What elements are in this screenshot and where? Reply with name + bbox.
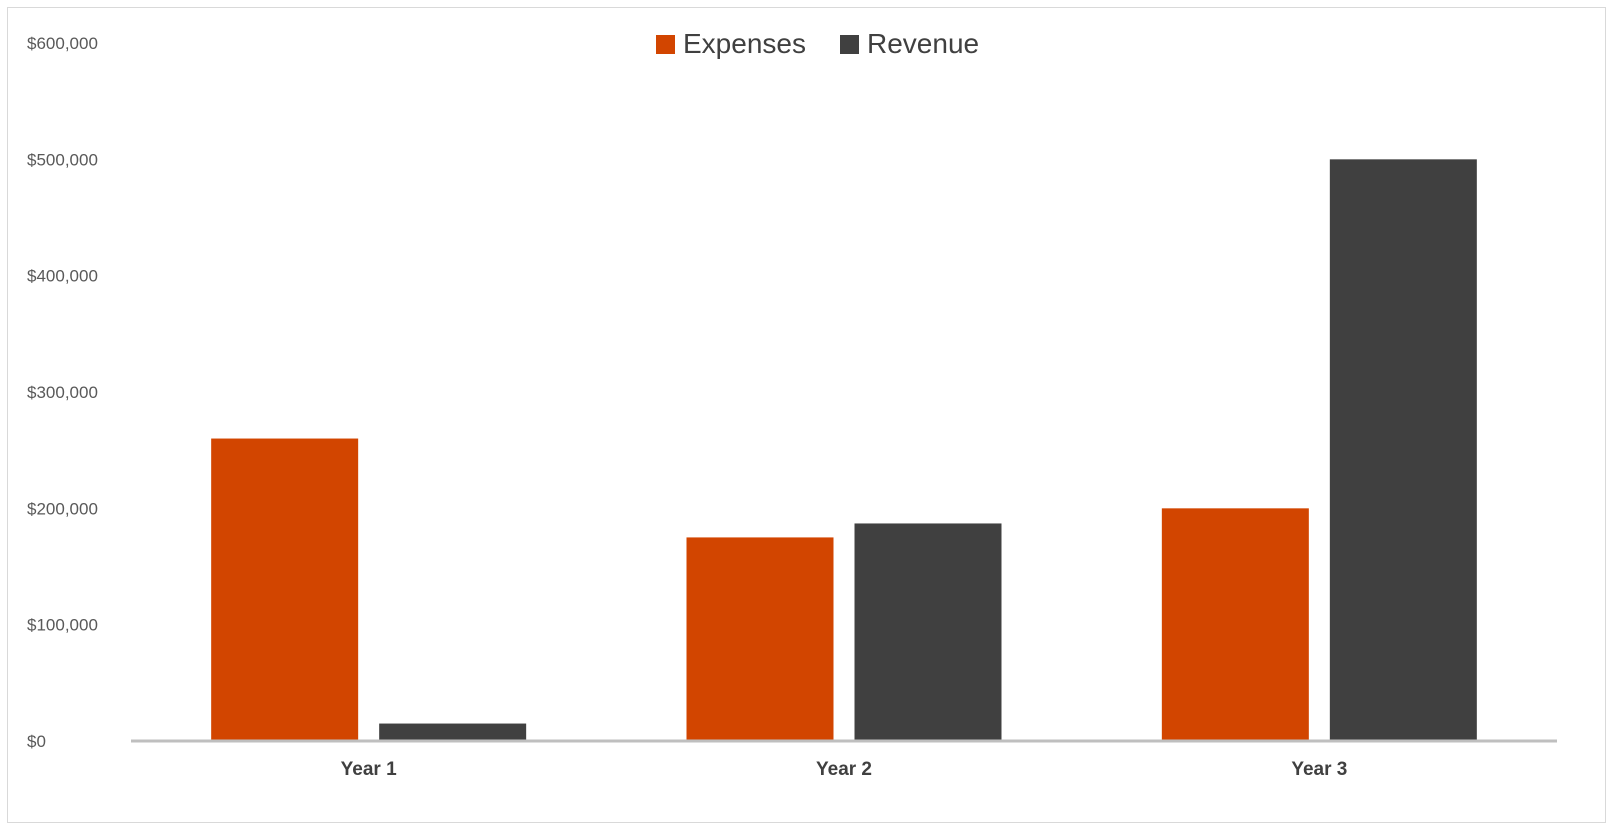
y-tick-label: $0	[27, 732, 46, 751]
legend-label-revenue: Revenue	[867, 28, 979, 59]
bar-expenses-3	[1161, 508, 1309, 741]
y-tick-label: $200,000	[27, 499, 98, 518]
bar-revenue-3	[1329, 159, 1477, 742]
y-tick-label: $500,000	[27, 150, 98, 169]
x-tick-label: Year 2	[816, 759, 872, 780]
y-tick-label: $400,000	[27, 267, 98, 286]
bar-expenses-1	[211, 438, 359, 741]
legend-label-expenses: Expenses	[683, 28, 806, 59]
legend-swatch-revenue	[840, 35, 859, 54]
bar-revenue-2	[854, 523, 1002, 741]
legend-swatch-expenses	[656, 35, 675, 54]
bar-revenue-1	[379, 723, 527, 741]
y-tick-label: $300,000	[27, 383, 98, 402]
y-tick-label: $600,000	[27, 34, 98, 53]
y-tick-label: $100,000	[27, 616, 98, 635]
bar-expenses-2	[686, 537, 834, 741]
x-tick-label: Year 3	[1291, 759, 1347, 780]
x-tick-label: Year 1	[341, 759, 397, 780]
